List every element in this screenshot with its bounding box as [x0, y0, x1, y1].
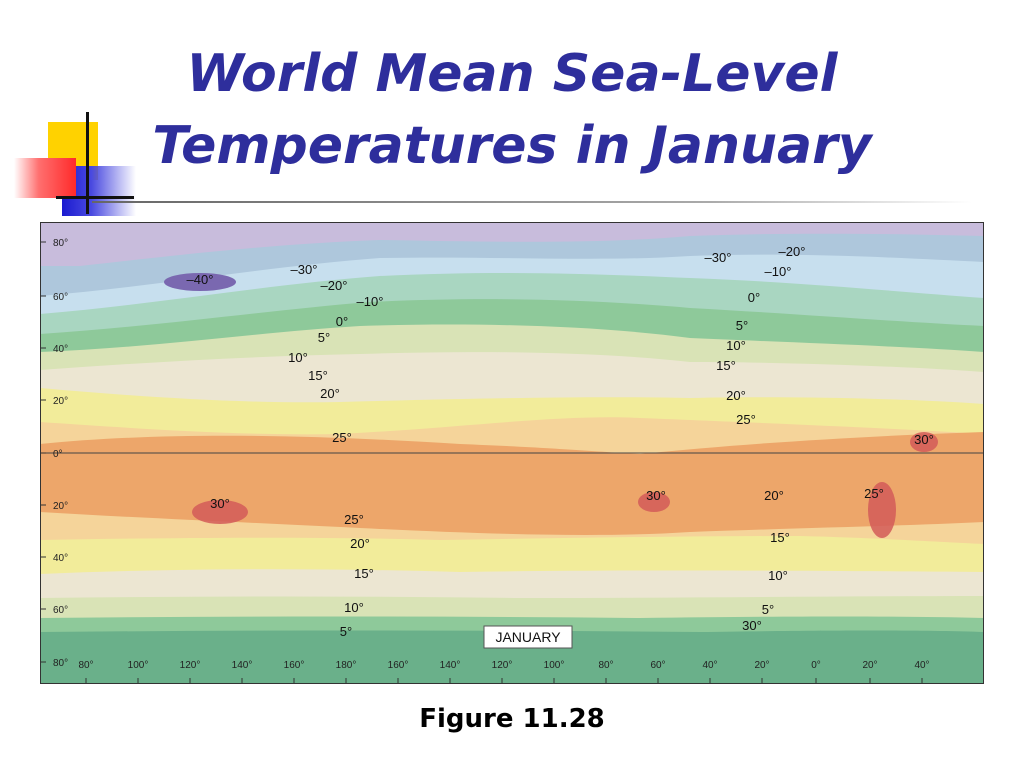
isotherm-label: 20°	[350, 536, 370, 551]
hotspot-east-africa	[910, 432, 938, 452]
title-rule	[92, 201, 972, 203]
lon-tick-label: 180°	[336, 660, 357, 671]
isotherm-label: 30°	[914, 432, 934, 447]
decor-red-bar	[14, 158, 76, 198]
isotherm-label: 20°	[764, 488, 784, 503]
isotherm-label: 20°	[726, 388, 746, 403]
lat-tick-label: 60°	[53, 292, 68, 303]
band-m40-core	[164, 273, 236, 291]
band-30-equatorial	[40, 432, 984, 535]
slide-title-line1: World Mean Sea-Level	[186, 44, 838, 104]
isotherm-label: 5°	[762, 602, 774, 617]
lat-tick-label: 80°	[53, 658, 68, 669]
lon-tick-label: 160°	[388, 660, 409, 671]
map-label-box	[483, 625, 573, 649]
lat-tick-label: 80°	[53, 238, 68, 249]
isotherm-label: 30°	[742, 618, 762, 633]
lon-tick-label: 80°	[598, 660, 613, 671]
lon-tick-label: 140°	[232, 660, 253, 671]
lon-tick-label: 140°	[440, 660, 461, 671]
lon-tick-label: 20°	[754, 660, 769, 671]
lat-tick-label: 20°	[53, 501, 68, 512]
isotherm-label: –10°	[765, 264, 792, 279]
isotherm-label: 15°	[354, 566, 374, 581]
isotherm-label: 25°	[736, 412, 756, 427]
isotherm-label: –30°	[705, 250, 732, 265]
isotherm-label: 30°	[646, 488, 666, 503]
lat-tick-label: 40°	[53, 344, 68, 355]
lat-tick-label: 60°	[53, 605, 68, 616]
isotherm-label: –30°	[291, 262, 318, 277]
slide-title-line2: Temperatures in January	[152, 116, 872, 176]
isotherm-label: –40°	[187, 272, 214, 287]
isotherm-label: 25°	[332, 430, 352, 445]
isotherm-label: 10°	[726, 338, 746, 353]
isotherm-label: 5°	[318, 330, 330, 345]
band-south-green	[40, 630, 984, 684]
temperature-map: JANUARY 80° 60° 40° 20° 0° 20° 40° 60° 80° 80° 10…	[40, 222, 984, 684]
lon-tick-label: 120°	[492, 660, 513, 671]
isotherm-labels: –40°–30°–20°–10°0°5°10°15°20°25°30°25°20…	[187, 244, 934, 639]
isotherm-label: 30°	[210, 496, 230, 511]
lat-tick-label: 40°	[53, 553, 68, 564]
hotspot-southern-africa	[868, 482, 896, 538]
lon-tick-label: 120°	[180, 660, 201, 671]
isotherm-label: 5°	[736, 318, 748, 333]
isotherm-label: 15°	[308, 368, 328, 383]
isotherm-label: 10°	[768, 568, 788, 583]
latitude-ticks: 80° 60° 40° 20° 0° 20° 40° 60° 80°	[40, 238, 68, 669]
decor-vertical-line	[86, 112, 89, 214]
lat-tick-label: 0°	[53, 449, 63, 460]
isotherm-label: –20°	[779, 244, 806, 259]
hotspot-australia	[192, 500, 248, 524]
isotherm-label: 5°	[340, 624, 352, 639]
lon-tick-label: 40°	[702, 660, 717, 671]
isotherm-label: 25°	[864, 486, 884, 501]
lon-tick-label: 100°	[544, 660, 565, 671]
map-label: JANUARY	[495, 629, 561, 645]
isotherm-label: 10°	[288, 350, 308, 365]
isotherm-label: 0°	[748, 290, 760, 305]
lon-tick-label: 100°	[128, 660, 149, 671]
figure-caption: Figure 11.28	[419, 704, 605, 734]
isotherm-label: 0°	[336, 314, 348, 329]
isotherm-label: 10°	[344, 600, 364, 615]
lon-tick-label: 0°	[811, 660, 821, 671]
isotherm-label: 25°	[344, 512, 364, 527]
lon-tick-label: 40°	[914, 660, 929, 671]
lat-tick-label: 20°	[53, 396, 68, 407]
lon-tick-label: 20°	[862, 660, 877, 671]
isotherm-label: –10°	[357, 294, 384, 309]
isotherm-label: 15°	[716, 358, 736, 373]
isotherm-label: –20°	[321, 278, 348, 293]
band-m30-north	[40, 222, 984, 266]
longitude-ticks: 80° 100° 120° 140° 160° 180° 160° 140° 120° 100° 8…	[78, 660, 930, 684]
isotherm-label: 20°	[320, 386, 340, 401]
isotherm-label: 15°	[770, 530, 790, 545]
lon-tick-label: 60°	[650, 660, 665, 671]
hotspot-south-america	[638, 492, 670, 512]
lon-tick-label: 160°	[284, 660, 305, 671]
lon-tick-label: 80°	[78, 660, 93, 671]
decor-horizontal-line	[56, 196, 134, 199]
